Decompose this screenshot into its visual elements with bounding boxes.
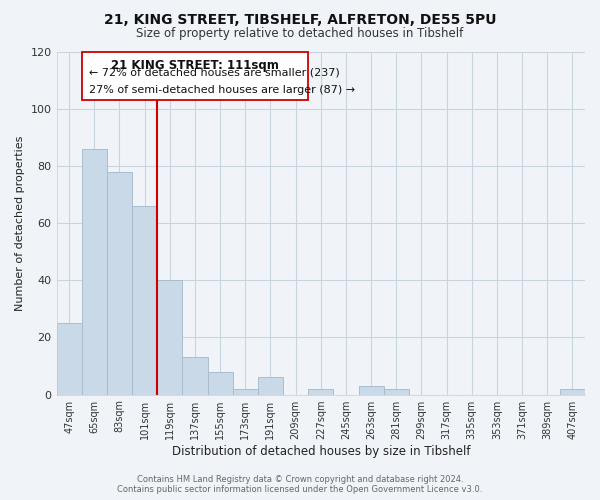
Bar <box>132 206 157 394</box>
Bar <box>383 389 409 394</box>
Bar <box>308 389 334 394</box>
Bar <box>258 378 283 394</box>
FancyBboxPatch shape <box>82 52 308 100</box>
Bar <box>208 372 233 394</box>
Bar <box>56 323 82 394</box>
Bar <box>359 386 383 394</box>
Bar <box>157 280 182 394</box>
Text: Contains HM Land Registry data © Crown copyright and database right 2024.: Contains HM Land Registry data © Crown c… <box>137 475 463 484</box>
Text: Size of property relative to detached houses in Tibshelf: Size of property relative to detached ho… <box>136 28 464 40</box>
Text: 21, KING STREET, TIBSHELF, ALFRETON, DE55 5PU: 21, KING STREET, TIBSHELF, ALFRETON, DE5… <box>104 12 496 26</box>
Bar <box>233 389 258 394</box>
Text: 21 KING STREET: 111sqm: 21 KING STREET: 111sqm <box>111 58 279 71</box>
Text: Contains public sector information licensed under the Open Government Licence v3: Contains public sector information licen… <box>118 485 482 494</box>
Bar <box>560 389 585 394</box>
Bar <box>182 358 208 395</box>
Text: ← 72% of detached houses are smaller (237): ← 72% of detached houses are smaller (23… <box>89 68 340 78</box>
Text: 27% of semi-detached houses are larger (87) →: 27% of semi-detached houses are larger (… <box>89 85 355 95</box>
Y-axis label: Number of detached properties: Number of detached properties <box>15 136 25 310</box>
Bar <box>107 172 132 394</box>
X-axis label: Distribution of detached houses by size in Tibshelf: Distribution of detached houses by size … <box>172 444 470 458</box>
Bar <box>82 148 107 394</box>
